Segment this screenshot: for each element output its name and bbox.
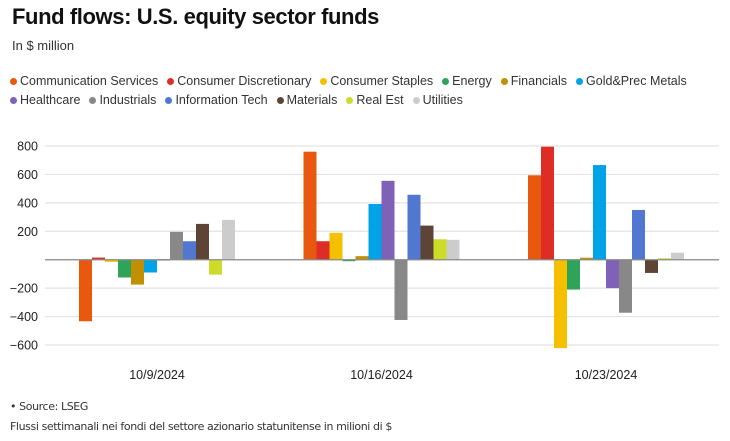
bar-real-est-10-23-2024 — [658, 258, 671, 260]
bar-information-tech-10-16-2024 — [407, 194, 421, 260]
bar-industrials-10-16-2024 — [394, 259, 408, 320]
bar-gold-prec-metals-10-23-2024 — [593, 165, 606, 260]
legend-label: Consumer Staples — [330, 74, 434, 88]
legend-label: Real Est — [356, 93, 404, 107]
bar-energy-10-23-2024 — [567, 259, 580, 290]
bar-consumer-discretionary-10-23-2024 — [541, 146, 554, 260]
bar-communication-services-10-16-2024 — [303, 151, 317, 260]
legend-item-real-est: Real Est — [346, 91, 404, 110]
legend-marker-icon — [346, 97, 354, 104]
bar-real-est-10-9-2024 — [209, 259, 222, 275]
legend-label: Healthcare — [20, 93, 81, 107]
bar-gold-prec-metals-10-9-2024 — [144, 259, 157, 273]
bar-materials-10-16-2024 — [420, 225, 434, 260]
legend-item-industrials: Industrials — [89, 91, 156, 110]
legend: Communication Services Consumer Discretio… — [10, 72, 725, 110]
legend-marker-icon — [576, 78, 584, 85]
y-tick-label: −600 — [10, 339, 38, 353]
bar-consumer-discretionary-10-16-2024 — [316, 241, 330, 260]
legend-item-materials: Materials — [276, 91, 338, 110]
bar-real-est-10-16-2024 — [433, 239, 447, 260]
bar-information-tech-10-9-2024 — [183, 241, 196, 260]
legend-item-consumer-staples: Consumer Staples — [320, 72, 433, 91]
bar-materials-10-23-2024 — [645, 259, 658, 273]
legend-item-energy: Energy — [442, 72, 492, 91]
legend-label: Utilities — [422, 93, 463, 107]
legend-label: Materials — [286, 93, 338, 107]
bar-utilities-10-16-2024 — [446, 239, 460, 260]
legend-label: Financials — [510, 74, 568, 88]
legend-label: Information Tech — [175, 93, 268, 107]
bar-consumer-staples-10-9-2024 — [105, 259, 118, 262]
x-tick-label: 10/23/2024 — [575, 368, 638, 382]
y-tick-label: 400 — [17, 196, 38, 210]
legend-marker-icon — [89, 97, 97, 104]
legend-label: Energy — [452, 74, 492, 88]
legend-item-financials: Financials — [500, 72, 568, 91]
legend-marker-icon — [500, 78, 508, 85]
bar-consumer-staples-10-16-2024 — [329, 232, 343, 260]
legend-marker-icon — [442, 78, 450, 85]
bar-industrials-10-9-2024 — [170, 231, 183, 260]
bar-healthcare-10-23-2024 — [606, 259, 619, 289]
legend-marker-icon — [320, 78, 328, 85]
y-tick-label: −400 — [10, 310, 38, 324]
bar-energy-10-9-2024 — [118, 259, 131, 278]
chart-title: Fund flows: U.S. equity sector funds — [12, 4, 379, 29]
legend-label: Communication Services — [20, 74, 159, 88]
legend-marker-icon — [10, 97, 17, 104]
legend-item-communication-services: Communication Services — [10, 72, 158, 91]
legend-item-information-tech: Information Tech — [165, 91, 268, 110]
legend-label: Gold&Prec Metals — [586, 74, 687, 88]
bar-utilities-10-23-2024 — [671, 252, 684, 260]
bar-industrials-10-23-2024 — [619, 259, 632, 313]
bar-healthcare-10-16-2024 — [381, 180, 395, 260]
legend-marker-icon — [412, 97, 420, 104]
y-tick-label: 200 — [17, 225, 38, 239]
bar-materials-10-9-2024 — [196, 223, 209, 260]
bar-communication-services-10-9-2024 — [79, 259, 92, 322]
y-tick-label: 800 — [17, 140, 38, 154]
bar-gold-prec-metals-10-16-2024 — [368, 203, 382, 260]
bar-utilities-10-9-2024 — [222, 219, 235, 260]
bar-chart: 800 600 400 200 −200 −400 −600 10/9/2024 10/16/2… — [10, 140, 719, 382]
legend-marker-icon — [167, 78, 175, 85]
bar-information-tech-10-23-2024 — [632, 209, 645, 260]
legend-item-gold-prec-metals: Gold&Prec Metals — [576, 72, 687, 91]
legend-marker-icon — [165, 97, 173, 104]
bar-energy-10-16-2024 — [342, 259, 356, 262]
bar-financials-10-16-2024 — [355, 256, 369, 260]
legend-item-healthcare: Healthcare — [10, 91, 80, 110]
caption-note: Flussi settimanali nei fondi del settore… — [10, 420, 392, 433]
y-tick-label: 600 — [17, 168, 38, 182]
bar-financials-10-9-2024 — [131, 259, 144, 285]
source-note: • Source: LSEG — [10, 400, 88, 413]
bar-consumer-discretionary-10-9-2024 — [92, 257, 105, 260]
chart-subtitle: In $ million — [12, 38, 75, 53]
legend-marker-icon — [276, 97, 284, 104]
x-tick-label: 10/16/2024 — [350, 368, 413, 382]
x-tick-label: 10/9/2024 — [129, 368, 185, 382]
bar-consumer-staples-10-23-2024 — [554, 259, 567, 349]
legend-item-consumer-discretionary: Consumer Discretionary — [167, 72, 311, 91]
bar-financials-10-23-2024 — [580, 257, 593, 260]
bar-communication-services-10-23-2024 — [528, 175, 541, 260]
legend-item-utilities: Utilities — [412, 91, 463, 110]
legend-label: Industrials — [99, 93, 157, 107]
y-tick-label: −200 — [10, 282, 38, 296]
legend-marker-icon — [10, 78, 17, 85]
legend-label: Consumer Discretionary — [177, 74, 312, 88]
